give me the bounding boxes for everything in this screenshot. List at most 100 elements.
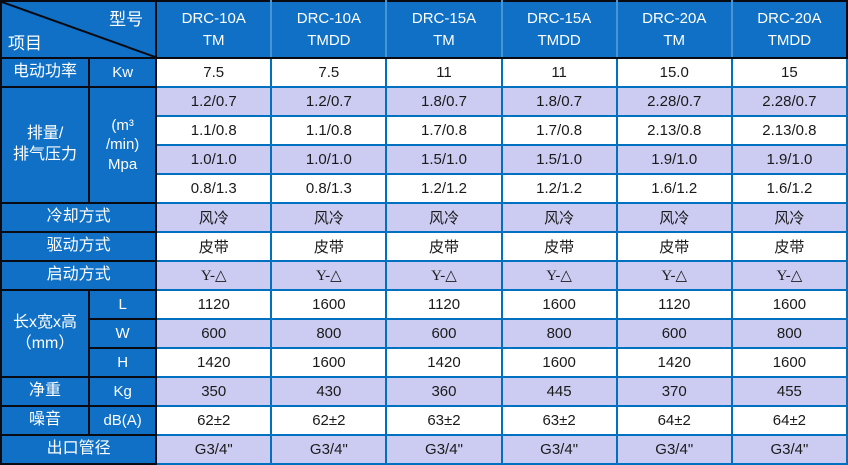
value-cell: 430 xyxy=(270,376,388,407)
value-cell: 1600 xyxy=(270,289,388,320)
table-row: 排量/ 排气压力 (m³ /min) Mpa 1.2/0.7 1.2/0.7 1.8/0… xyxy=(0,86,848,204)
table-row: H 1420 1600 1420 1600 1420 1600 xyxy=(1,347,848,378)
value-cell: 62±2 xyxy=(155,405,273,436)
value-cell: 1600 xyxy=(500,347,618,378)
value-cell: 600 xyxy=(385,318,503,349)
value-cell: 1.7/0.8 xyxy=(385,115,503,146)
value-cell: 11 xyxy=(385,57,503,88)
value-cell: 皮带 xyxy=(730,231,848,262)
value-cell: Y-△ xyxy=(615,260,733,291)
model-column-header: DRC-10A TM xyxy=(155,1,272,59)
value-cell: 1.5/1.0 xyxy=(385,144,503,175)
value-cell: 1600 xyxy=(730,289,848,320)
value-cell: 1.2/1.2 xyxy=(500,173,618,204)
value-cell: 1.1/0.8 xyxy=(155,115,273,146)
value-cell: 风冷 xyxy=(385,202,503,233)
value-cell: 600 xyxy=(155,318,273,349)
row-label: 出口管径 xyxy=(0,434,158,465)
value-cell: 15 xyxy=(730,57,848,88)
value-cell: 皮带 xyxy=(155,231,273,262)
header-row: 型号 项目 DRC-10A TM DRC-10A TMDD DRC-15A TM DR… xyxy=(0,0,847,59)
value-cell: 1.9/1.0 xyxy=(615,144,733,175)
value-cell: 1.9/1.0 xyxy=(730,144,848,175)
value-cell: 2.28/0.7 xyxy=(730,86,848,117)
value-cell: 1600 xyxy=(730,347,848,378)
value-cell: 360 xyxy=(385,376,503,407)
value-cell: Y-△ xyxy=(155,260,273,291)
value-cell: 62±2 xyxy=(270,405,388,436)
row-label: 净重 xyxy=(0,376,91,407)
table-row: 驱动方式 皮带 皮带 皮带 皮带 皮带 皮带 xyxy=(0,231,848,262)
row-label: 启动方式 xyxy=(0,260,158,291)
value-cell: 1.5/1.0 xyxy=(500,144,618,175)
value-cell: 1120 xyxy=(615,289,733,320)
value-cell: 63±2 xyxy=(500,405,618,436)
value-cell: G3/4" xyxy=(500,434,618,465)
row-unit: L xyxy=(88,289,158,320)
diagonal-divider xyxy=(2,2,155,57)
value-cell: 1.1/0.8 xyxy=(270,115,388,146)
value-cell: 0.8/1.3 xyxy=(270,173,388,204)
table-row: 启动方式 Y-△ Y-△ Y-△ Y-△ Y-△ Y-△ xyxy=(0,260,848,291)
value-cell: 11 xyxy=(500,57,618,88)
row-label: 长x宽x高 （mm） xyxy=(0,289,91,378)
value-cell: 风冷 xyxy=(615,202,733,233)
value-cell: 1420 xyxy=(155,347,273,378)
row-unit: Kg xyxy=(88,376,158,407)
value-cell: 1600 xyxy=(500,289,618,320)
table-row: 出口管径 G3/4" G3/4" G3/4" G3/4" G3/4" G3/4" xyxy=(0,434,848,465)
row-unit: H xyxy=(88,347,158,378)
value-cell: 2.13/0.8 xyxy=(615,115,733,146)
table-row: 1.0/1.0 1.0/1.0 1.5/1.0 1.5/1.0 1.9/1.0 1.9/1… xyxy=(1,144,848,175)
row-label: 电动功率 xyxy=(0,57,91,88)
row-label: 排量/ 排气压力 xyxy=(0,86,91,204)
value-cell: 1600 xyxy=(270,347,388,378)
value-cell: 皮带 xyxy=(270,231,388,262)
value-cell: 800 xyxy=(730,318,848,349)
value-cell: 1.2/0.7 xyxy=(155,86,273,117)
value-cell: 1.7/0.8 xyxy=(500,115,618,146)
value-cell: G3/4" xyxy=(385,434,503,465)
value-cell: 1420 xyxy=(385,347,503,378)
value-cell: 370 xyxy=(615,376,733,407)
value-cell: 800 xyxy=(500,318,618,349)
value-cell: G3/4" xyxy=(615,434,733,465)
value-cell: 1.2/1.2 xyxy=(385,173,503,204)
spec-table-body: 电动功率 Kw 7.5 7.5 11 11 15.0 15 排量/ 排气压力 (m³ /min) … xyxy=(0,57,848,465)
value-cell: G3/4" xyxy=(730,434,848,465)
value-cell: 2.13/0.8 xyxy=(730,115,848,146)
table-row: 净重 Kg 350 430 360 445 370 455 xyxy=(0,376,848,407)
value-cell: 1.0/1.0 xyxy=(155,144,273,175)
table-row: 0.8/1.3 0.8/1.3 1.2/1.2 1.2/1.2 1.6/1.2 1.6/1… xyxy=(1,173,848,204)
row-unit: W xyxy=(88,318,158,349)
value-cell: Y-△ xyxy=(385,260,503,291)
table-row: W 600 800 600 800 600 800 xyxy=(1,318,848,349)
value-cell: 皮带 xyxy=(500,231,618,262)
value-cell: G3/4" xyxy=(270,434,388,465)
row-unit: dB(A) xyxy=(88,405,158,436)
value-cell: Y-△ xyxy=(500,260,618,291)
model-column-header: DRC-15A TMDD xyxy=(500,1,617,59)
value-cell: Y-△ xyxy=(730,260,848,291)
value-cell: 1.8/0.7 xyxy=(385,86,503,117)
value-cell: 1.0/1.0 xyxy=(270,144,388,175)
table-row: 噪音 dB(A) 62±2 62±2 63±2 63±2 64±2 64±2 xyxy=(0,405,848,436)
corner-model-label: 型号 xyxy=(109,10,144,29)
corner-cell: 型号 项目 xyxy=(0,0,158,59)
value-cell: 800 xyxy=(270,318,388,349)
value-cell: 1120 xyxy=(385,289,503,320)
row-label: 冷却方式 xyxy=(0,202,158,233)
value-cell: 1420 xyxy=(615,347,733,378)
value-cell: 1.2/0.7 xyxy=(270,86,388,117)
value-cell: 风冷 xyxy=(155,202,273,233)
value-cell: 皮带 xyxy=(615,231,733,262)
value-cell: 445 xyxy=(500,376,618,407)
value-cell: 15.0 xyxy=(615,57,733,88)
value-cell: 64±2 xyxy=(615,405,733,436)
value-cell: 风冷 xyxy=(270,202,388,233)
model-column-header: DRC-20A TMDD xyxy=(730,1,847,59)
value-cell: 350 xyxy=(155,376,273,407)
value-cell: 0.8/1.3 xyxy=(155,173,273,204)
value-cell: G3/4" xyxy=(155,434,273,465)
value-cell: 1.6/1.2 xyxy=(730,173,848,204)
